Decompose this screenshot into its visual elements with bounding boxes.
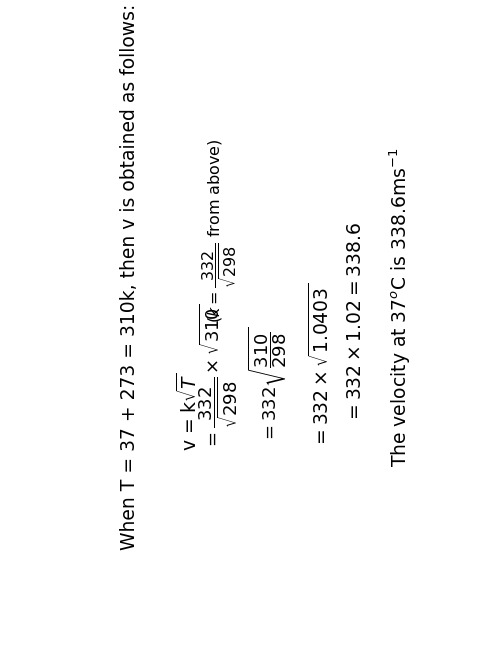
Text: The velocity at 37$^o$C is 338.6ms$^{-1}$: The velocity at 37$^o$C is 338.6ms$^{-1}… <box>388 148 413 467</box>
Text: v = k$\sqrt{T}$: v = k$\sqrt{T}$ <box>177 372 201 451</box>
Text: $= 332\sqrt{\dfrac{310}{298}}$: $= 332\sqrt{\dfrac{310}{298}}$ <box>246 326 289 443</box>
Text: $(k = \dfrac{332}{\sqrt{298}}$ from above): $(k = \dfrac{332}{\sqrt{298}}$ from abov… <box>201 138 239 323</box>
Text: $= 332 \times \sqrt{1.0403}$: $= 332 \times \sqrt{1.0403}$ <box>308 283 332 448</box>
Text: $= 332 \times 1.02 = 338.6$: $= 332 \times 1.02 = 338.6$ <box>346 222 365 423</box>
Text: When T = 37 + 273 = 310k, then v is obtained as follows:: When T = 37 + 273 = 310k, then v is obta… <box>120 3 139 550</box>
Text: $= \dfrac{332}{\sqrt{298}} \times \sqrt{310}$: $= \dfrac{332}{\sqrt{298}} \times \sqrt{… <box>197 304 239 450</box>
